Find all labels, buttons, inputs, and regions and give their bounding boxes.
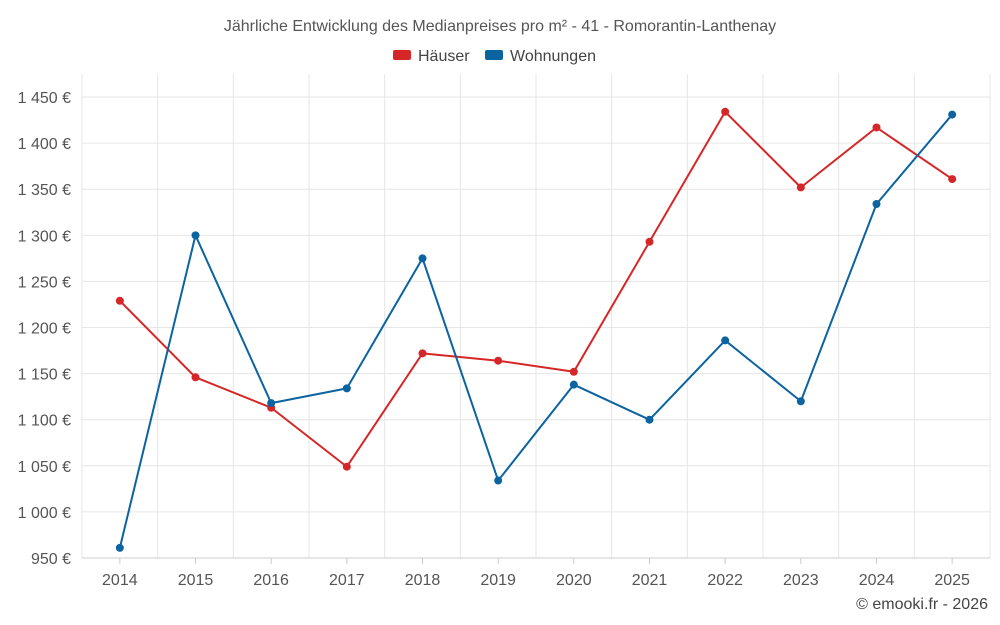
data-point[interactable] [645, 237, 654, 246]
data-point[interactable] [418, 349, 427, 358]
x-tick-label: 2015 [178, 572, 214, 589]
data-point[interactable] [872, 199, 881, 208]
data-point[interactable] [494, 476, 503, 485]
legend-swatch [393, 50, 411, 60]
x-tick-label: 2020 [556, 572, 592, 589]
y-tick-label: 1 050 € [18, 459, 71, 476]
data-point[interactable] [342, 462, 351, 471]
data-point[interactable] [948, 110, 957, 119]
x-tick-label: 2014 [102, 572, 138, 589]
data-point[interactable] [115, 296, 124, 305]
data-point[interactable] [267, 399, 276, 408]
legend-item-wohnungen[interactable]: Wohnungen [485, 48, 596, 65]
legend-label: Häuser [418, 48, 470, 65]
y-tick-label: 1 450 € [18, 90, 71, 107]
legend-swatch [485, 50, 503, 60]
y-tick-label: 1 000 € [18, 505, 71, 522]
data-point[interactable] [796, 183, 805, 192]
data-point[interactable] [191, 373, 200, 382]
legend-label: Wohnungen [510, 48, 596, 65]
x-tick-label: 2016 [253, 572, 289, 589]
series-line-wohnungen [118, 113, 953, 549]
y-tick-label: 1 100 € [18, 413, 71, 430]
series-line-haeuser [119, 110, 953, 468]
data-point[interactable] [494, 356, 503, 365]
y-tick-label: 1 350 € [18, 182, 71, 199]
data-point[interactable] [721, 336, 730, 345]
x-tick-label: 2025 [934, 572, 970, 589]
x-tick-label: 2018 [405, 572, 441, 589]
data-point[interactable] [721, 107, 730, 116]
x-tick-label: 2022 [707, 572, 743, 589]
y-tick-label: 1 300 € [18, 228, 71, 245]
data-point[interactable] [418, 254, 427, 263]
legend-item-haeuser[interactable]: Häuser [393, 48, 470, 65]
data-point[interactable] [191, 231, 200, 240]
data-point[interactable] [569, 367, 578, 376]
y-tick-label: 1 250 € [18, 274, 71, 291]
x-tick-label: 2024 [859, 572, 895, 589]
x-tick-label: 2019 [480, 572, 516, 589]
y-tick-label: 1 150 € [18, 367, 71, 384]
credit-text: © emooki.fr - 2026 [856, 596, 988, 613]
chart-title: Jährliche Entwicklung des Medianpreises … [224, 18, 776, 35]
data-point[interactable] [115, 543, 124, 552]
x-tick-label: 2021 [632, 572, 668, 589]
y-axis: 950 € 1 000 € 1 050 € 1 100 € 1 150 € 1 200 €… [18, 90, 71, 568]
series-layer [115, 107, 957, 552]
y-tick-label: 1 200 € [18, 321, 71, 338]
y-tick-label: 950 € [31, 551, 71, 568]
y-tick-label: 1 400 € [18, 136, 71, 153]
grid [81, 74, 991, 559]
x-tick-label: 2023 [783, 572, 819, 589]
legend[interactable]: Häuser Wohnungen [393, 48, 596, 65]
data-point[interactable] [948, 175, 957, 184]
data-point[interactable] [796, 397, 805, 406]
data-point[interactable] [872, 123, 881, 132]
data-point[interactable] [645, 415, 654, 424]
x-axis: 2014 2015 2016 2017 2018 2019 2020 2021 2022 2023… [82, 557, 990, 589]
x-tick-label: 2017 [329, 572, 365, 589]
data-point[interactable] [342, 384, 351, 393]
data-point[interactable] [569, 380, 578, 389]
